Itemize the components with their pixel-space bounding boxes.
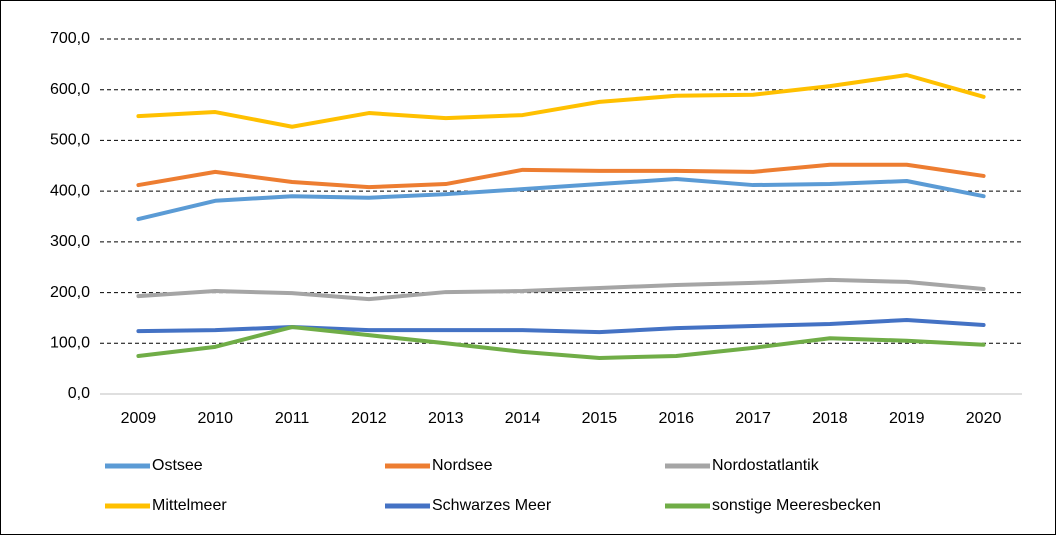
x-tick-label: 2012 bbox=[351, 410, 387, 427]
x-tick-label: 2010 bbox=[197, 410, 233, 427]
x-tick-label: 2013 bbox=[428, 410, 464, 427]
series-line bbox=[136, 162, 986, 190]
y-tick-label: 600,0 bbox=[50, 81, 90, 98]
x-tick-label: 2015 bbox=[582, 410, 618, 427]
legend-label: sonstige Meeresbecken bbox=[712, 497, 881, 514]
series-line bbox=[136, 325, 986, 360]
x-tick-label: 2014 bbox=[505, 410, 541, 427]
x-tick-label: 2009 bbox=[121, 410, 157, 427]
y-tick-label: 500,0 bbox=[50, 132, 90, 149]
x-tick-label: 2011 bbox=[275, 410, 310, 427]
y-tick-label: 700,0 bbox=[50, 30, 90, 47]
series-line bbox=[136, 73, 986, 129]
x-tick-label: 2017 bbox=[735, 410, 771, 427]
x-tick-label: 2019 bbox=[889, 410, 925, 427]
x-tick-label: 2016 bbox=[658, 410, 694, 427]
legend-label: Nordostatlantik bbox=[712, 457, 820, 474]
series-line bbox=[136, 317, 986, 335]
legend-label: Schwarzes Meer bbox=[432, 497, 552, 514]
y-tick-label: 400,0 bbox=[50, 182, 90, 199]
y-tick-label: 300,0 bbox=[50, 233, 90, 250]
y-tick-label: 200,0 bbox=[50, 284, 90, 301]
legend-label: Mittelmeer bbox=[152, 497, 227, 514]
legend-label: Ostsee bbox=[152, 457, 203, 474]
series-line bbox=[136, 277, 986, 302]
x-tick-label: 2018 bbox=[812, 410, 848, 427]
y-tick-label: 0,0 bbox=[68, 385, 90, 402]
y-tick-label: 100,0 bbox=[50, 335, 90, 352]
x-tick-label: 2020 bbox=[966, 410, 1002, 427]
series-line bbox=[136, 176, 986, 222]
legend-label: Nordsee bbox=[432, 457, 493, 474]
